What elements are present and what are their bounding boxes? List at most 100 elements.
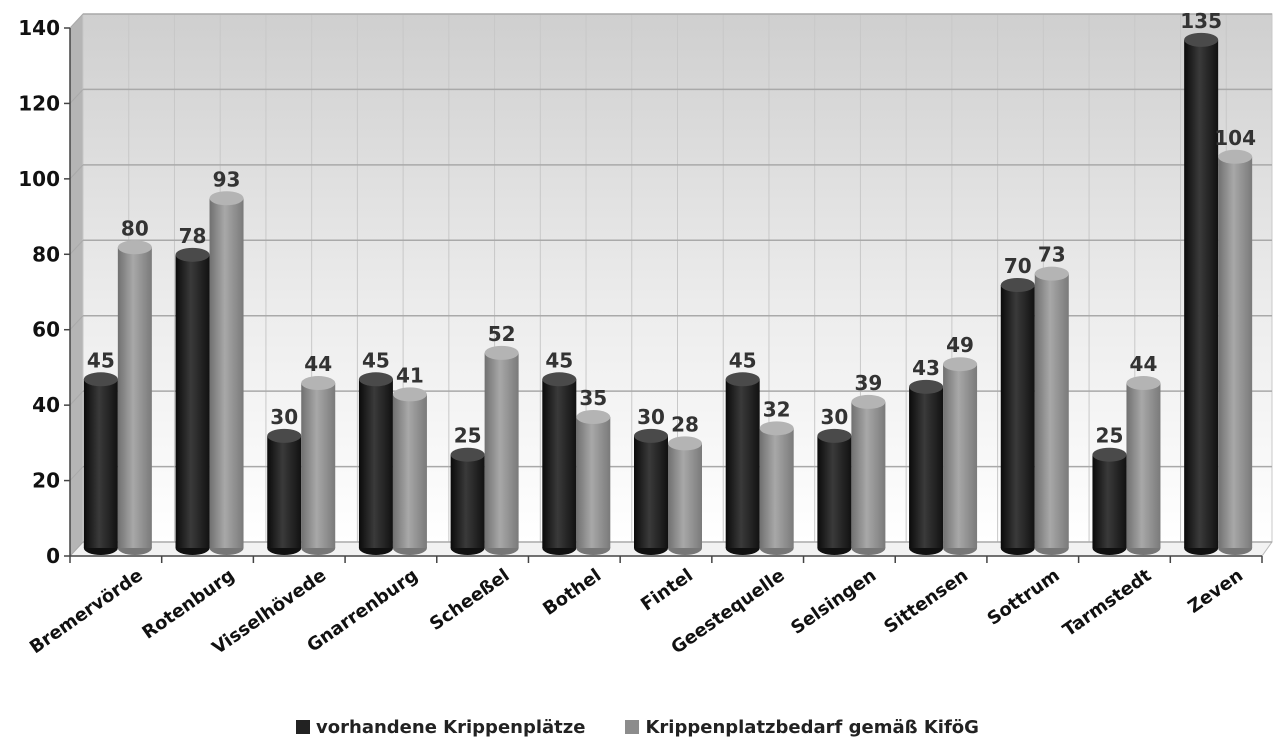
bar-top bbox=[576, 410, 611, 424]
data-label: 30 bbox=[820, 405, 848, 429]
x-tick-label: Tarmstedt bbox=[1059, 565, 1156, 641]
bar-body bbox=[725, 379, 760, 548]
bar-top bbox=[1000, 278, 1035, 292]
data-label: 45 bbox=[87, 348, 115, 372]
bar-series-2-Bothel bbox=[576, 410, 611, 555]
data-label: 44 bbox=[1130, 352, 1158, 376]
bar-body bbox=[267, 435, 302, 548]
data-label: 52 bbox=[488, 322, 516, 346]
bar-body bbox=[1000, 285, 1035, 548]
bar-top bbox=[1218, 149, 1253, 164]
bar-top bbox=[725, 372, 760, 387]
data-label: 39 bbox=[854, 371, 882, 395]
legend: vorhandene Krippenplätze Krippenplatzbed… bbox=[0, 712, 1275, 742]
bar-top bbox=[634, 428, 668, 443]
bar-series-2-Sittensen bbox=[943, 357, 978, 555]
gridline-side bbox=[69, 541, 84, 557]
bar-series-2-Tarmstedt bbox=[1126, 376, 1161, 555]
bar-top bbox=[851, 394, 886, 409]
bar-body bbox=[851, 401, 886, 548]
bar-body bbox=[1218, 156, 1253, 548]
bar-series-2-Visselhövede bbox=[301, 376, 336, 555]
bar-top bbox=[817, 428, 852, 443]
data-label: 73 bbox=[1038, 243, 1066, 267]
data-label: 25 bbox=[454, 424, 482, 448]
data-label: 25 bbox=[1096, 424, 1124, 448]
gridline-side bbox=[69, 466, 84, 481]
y-tick-label: 60 bbox=[32, 318, 60, 342]
bar-top bbox=[175, 247, 210, 262]
gridline-side bbox=[69, 164, 84, 180]
x-tick-label: Bothel bbox=[539, 565, 605, 620]
data-label: 35 bbox=[579, 386, 607, 410]
bar-body bbox=[909, 386, 944, 548]
bar-top bbox=[943, 357, 978, 372]
bar-top bbox=[1126, 376, 1161, 391]
plot-side-wall bbox=[70, 14, 83, 556]
bars bbox=[83, 32, 1253, 555]
bar-series-1-Bothel bbox=[542, 372, 577, 555]
bar-body bbox=[1034, 273, 1069, 548]
data-label: 93 bbox=[213, 167, 241, 191]
data-label: 28 bbox=[671, 412, 699, 436]
y-axis: 0 20 40 60 80 100 120 140 bbox=[18, 16, 71, 568]
bar-series-2-Zeven bbox=[1218, 149, 1253, 555]
bar-series-1-Scheeßel bbox=[450, 447, 485, 555]
bar-top bbox=[484, 345, 519, 360]
bar-top bbox=[392, 387, 427, 402]
bar-top bbox=[117, 240, 152, 255]
bar-series-2-Geestequelle bbox=[759, 421, 794, 555]
legend-item-series-2: Krippenplatzbedarf gemäß KiföG bbox=[625, 716, 979, 738]
bar-series-1-Rotenburg bbox=[175, 247, 210, 555]
bar-series-1-Selsingen bbox=[817, 428, 852, 555]
x-tick-label: Zeven bbox=[1184, 565, 1247, 618]
y-tick-label: 120 bbox=[18, 91, 60, 115]
bar-series-1-Sottrum bbox=[1000, 278, 1035, 555]
data-label: 44 bbox=[304, 352, 332, 376]
y-tick-label: 40 bbox=[32, 393, 60, 417]
data-label: 30 bbox=[270, 405, 298, 429]
data-label: 45 bbox=[729, 348, 757, 372]
bar-top bbox=[209, 191, 244, 206]
x-tick-label: Sittensen bbox=[880, 565, 972, 638]
bar-top bbox=[909, 379, 944, 394]
bar-body bbox=[1126, 383, 1161, 548]
bar-body bbox=[817, 435, 852, 548]
bar-body bbox=[943, 364, 978, 548]
data-label: 45 bbox=[362, 348, 390, 372]
bar-body bbox=[542, 379, 577, 548]
bar-body bbox=[83, 379, 118, 548]
bar-body bbox=[668, 443, 702, 548]
y-tick-label: 80 bbox=[32, 242, 60, 266]
bar-series-2-Scheeßel bbox=[484, 345, 519, 555]
y-tick-label: 20 bbox=[32, 469, 60, 493]
bar-top bbox=[1184, 32, 1219, 47]
bar-body bbox=[634, 435, 668, 548]
bar-series-1-Fintel bbox=[634, 428, 668, 555]
bar-body bbox=[209, 198, 244, 548]
bar-body bbox=[117, 247, 152, 549]
data-label: 78 bbox=[179, 224, 207, 248]
x-tick-label: Bremervörde bbox=[26, 565, 147, 658]
bar-top bbox=[358, 372, 393, 387]
bar-series-2-Bremervörde bbox=[117, 240, 152, 555]
legend-label-series-2: Krippenplatzbedarf gemäß KiföG bbox=[645, 716, 979, 738]
bar-top bbox=[301, 376, 336, 391]
bar-series-1-Sittensen bbox=[909, 379, 944, 555]
bar-top bbox=[542, 372, 577, 387]
data-label: 30 bbox=[637, 405, 665, 429]
bar-body bbox=[358, 379, 393, 548]
bar-series-1-Zeven bbox=[1184, 32, 1219, 555]
bar-body bbox=[576, 417, 611, 548]
legend-item-series-1: vorhandene Krippenplätze bbox=[296, 717, 585, 738]
bar-series-1-Tarmstedt bbox=[1092, 447, 1127, 555]
bar-body bbox=[484, 352, 519, 548]
bar-top bbox=[668, 436, 702, 451]
legend-swatch-series-1 bbox=[296, 720, 311, 734]
x-axis: BremervördeRotenburgVisselhövedeGnarrenb… bbox=[26, 555, 1263, 659]
bar-series-1-Visselhövede bbox=[267, 428, 302, 555]
bar-series-2-Rotenburg bbox=[209, 191, 244, 555]
bar-body bbox=[1184, 39, 1219, 548]
